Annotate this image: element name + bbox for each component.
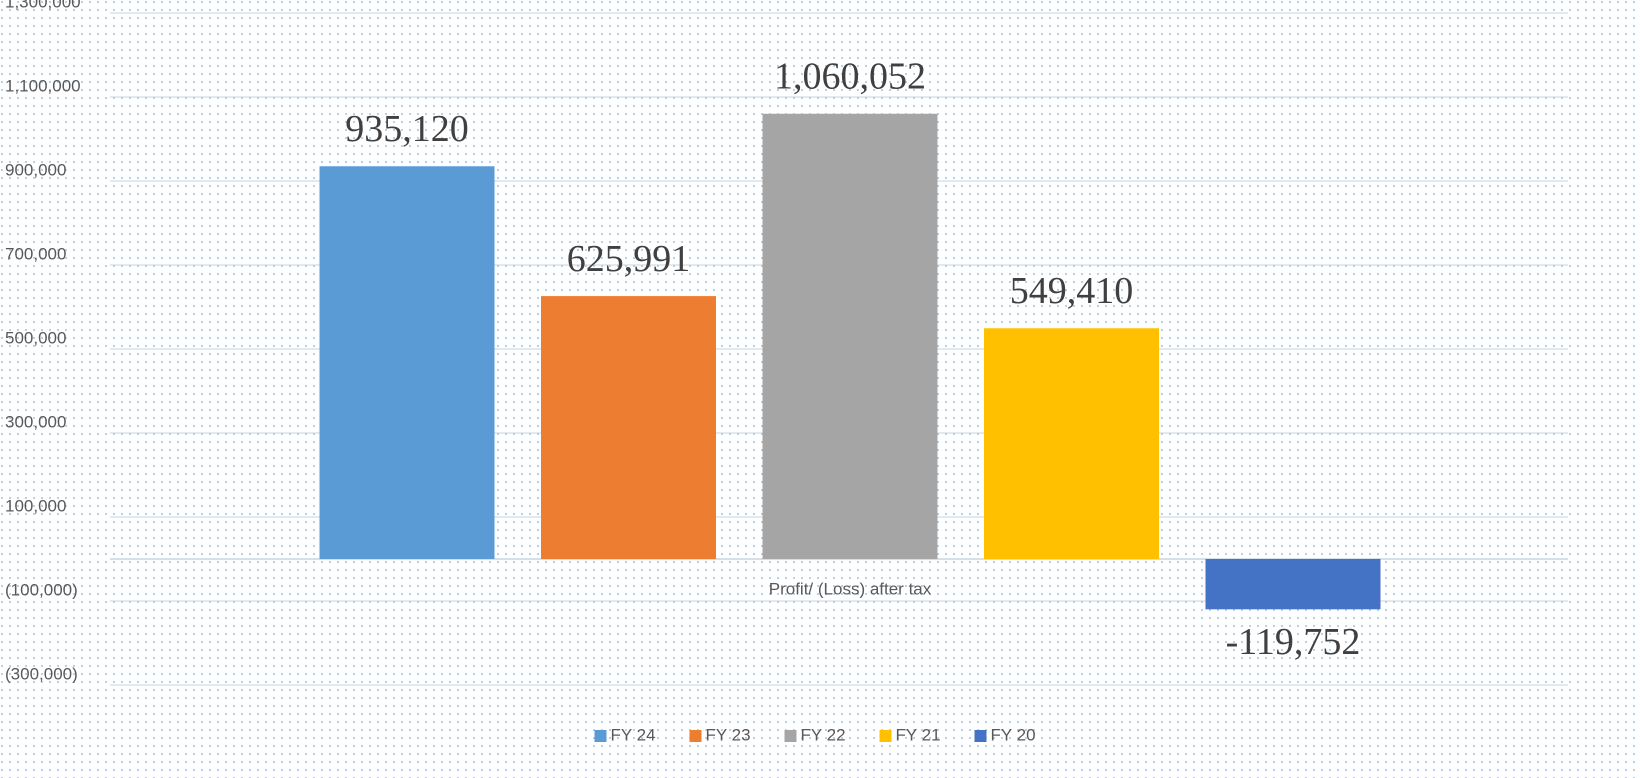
legend-swatch xyxy=(974,730,987,742)
y-tick-label: 1,300,000 xyxy=(5,0,81,11)
bar xyxy=(319,166,495,559)
y-tick-label: 1,100,000 xyxy=(5,76,81,95)
legend-label: FY 21 xyxy=(896,725,941,744)
y-tick-label: 900,000 xyxy=(5,160,66,179)
legend-label: FY 20 xyxy=(991,725,1036,744)
x-category-label: Profit/ (Loss) after tax xyxy=(769,579,932,598)
data-label: -119,752 xyxy=(1226,621,1361,663)
bar xyxy=(984,328,1159,559)
legend-label: FY 23 xyxy=(706,725,751,744)
y-tick-label: (100,000) xyxy=(5,580,78,599)
y-tick-label: 700,000 xyxy=(5,244,66,263)
legend-label: FY 24 xyxy=(611,725,656,744)
bar xyxy=(762,113,938,559)
legend-swatch xyxy=(689,730,702,742)
data-label: 625,991 xyxy=(567,238,691,280)
y-tick-label: 500,000 xyxy=(5,328,66,347)
y-tick-label: (300,000) xyxy=(5,664,78,683)
bar xyxy=(541,296,716,559)
y-tick-label: 100,000 xyxy=(5,496,66,515)
y-tick-label: 300,000 xyxy=(5,412,66,431)
bar xyxy=(1205,559,1381,610)
legend-swatch xyxy=(784,730,797,742)
data-label: 1,060,052 xyxy=(774,55,926,97)
legend-label: FY 22 xyxy=(801,725,846,744)
data-label: 935,120 xyxy=(345,108,469,150)
data-label: 549,410 xyxy=(1010,270,1134,312)
legend-swatch xyxy=(879,730,892,742)
legend-swatch xyxy=(594,730,607,742)
